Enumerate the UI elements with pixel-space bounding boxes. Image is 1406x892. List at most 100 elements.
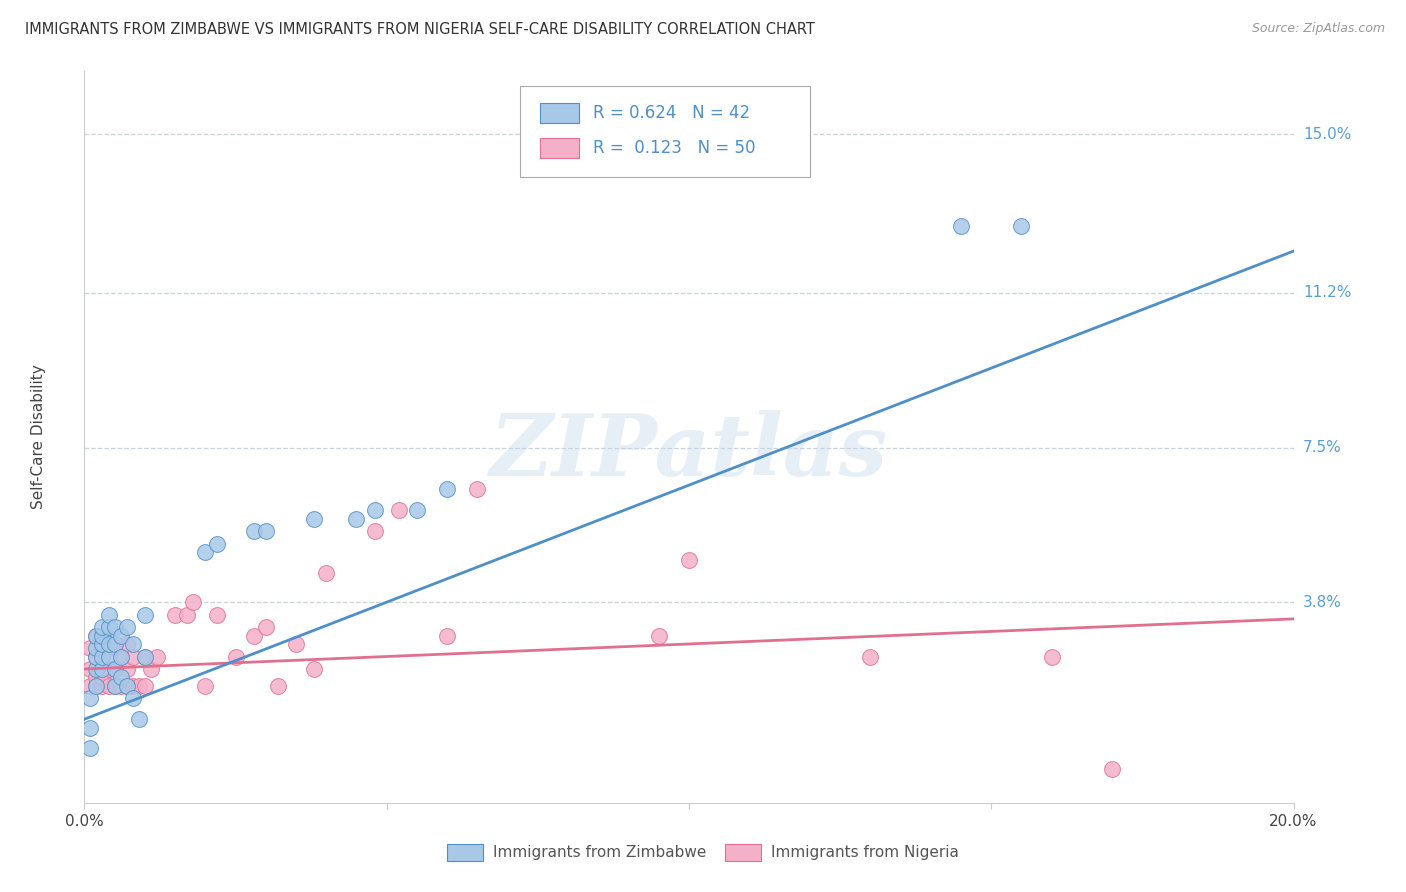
Text: 3.8%: 3.8% [1303,595,1343,609]
Point [79,721,101,735]
Point [254,620,277,634]
Point [121,649,143,664]
Point [121,637,143,651]
Point [86,649,108,664]
Point [91,649,114,664]
Point [115,679,138,693]
Point [79,641,101,656]
Point [134,679,156,693]
Point [104,662,127,676]
Point [181,595,204,609]
FancyBboxPatch shape [725,844,762,862]
Point [436,483,458,497]
Point [285,637,308,651]
Point [86,670,108,684]
Point [242,629,264,643]
Point [104,662,127,676]
Point [86,629,108,643]
Point [128,679,150,693]
Point [86,679,108,693]
Point [91,641,114,656]
Point [146,649,169,664]
Point [134,607,156,622]
Point [97,637,120,651]
Point [91,679,114,693]
Point [859,649,882,664]
Text: 15.0%: 15.0% [1303,127,1351,142]
Point [110,670,132,684]
Point [104,620,127,634]
Point [86,649,108,664]
Point [363,503,385,517]
Point [86,629,108,643]
Text: 11.2%: 11.2% [1303,285,1351,301]
Point [648,629,671,643]
FancyBboxPatch shape [447,844,484,862]
Point [97,607,120,622]
Point [110,679,132,693]
Text: IMMIGRANTS FROM ZIMBABWE VS IMMIGRANTS FROM NIGERIA SELF-CARE DISABILITY CORRELA: IMMIGRANTS FROM ZIMBABWE VS IMMIGRANTS F… [25,22,815,37]
Point [97,649,120,664]
Point [79,741,101,756]
Point [91,629,114,643]
Point [104,679,127,693]
Point [242,524,264,538]
Point [91,662,114,676]
Point [91,657,114,672]
Point [363,524,385,538]
Point [267,679,290,693]
Point [225,649,247,664]
Point [406,503,429,517]
Point [86,662,108,676]
Text: Immigrants from Zimbabwe: Immigrants from Zimbabwe [494,845,706,860]
Point [86,679,108,693]
Point [79,662,101,676]
Text: Self-Care Disability: Self-Care Disability [31,365,46,509]
Point [97,679,120,693]
Point [436,629,458,643]
Point [346,511,368,525]
Point [104,679,127,693]
Point [104,641,127,656]
Point [207,607,229,622]
Point [194,545,217,559]
Point [115,620,138,634]
Point [97,662,120,676]
Point [176,607,198,622]
Point [194,679,217,693]
Point [97,620,120,634]
Point [950,219,973,233]
Point [110,629,132,643]
Text: 7.5%: 7.5% [1303,440,1341,455]
FancyBboxPatch shape [520,86,810,178]
Point [302,511,325,525]
Point [104,637,127,651]
Point [121,691,143,706]
Point [302,662,325,676]
Point [79,691,101,706]
FancyBboxPatch shape [540,138,579,159]
Point [134,649,156,664]
Point [128,712,150,726]
Point [121,679,143,693]
Text: ZIPatlas: ZIPatlas [489,410,889,493]
FancyBboxPatch shape [540,103,579,123]
Point [79,679,101,693]
Text: R =  0.123   N = 50: R = 0.123 N = 50 [593,139,756,157]
Point [115,637,138,651]
Point [165,607,187,622]
Point [1040,649,1063,664]
Point [91,620,114,634]
Point [467,483,489,497]
Point [388,503,411,517]
Point [1101,763,1123,777]
Point [315,566,337,580]
Point [97,637,120,651]
Point [86,641,108,656]
Point [678,553,700,567]
Point [115,679,138,693]
Point [207,536,229,550]
Point [139,662,162,676]
Point [254,524,277,538]
Point [91,637,114,651]
